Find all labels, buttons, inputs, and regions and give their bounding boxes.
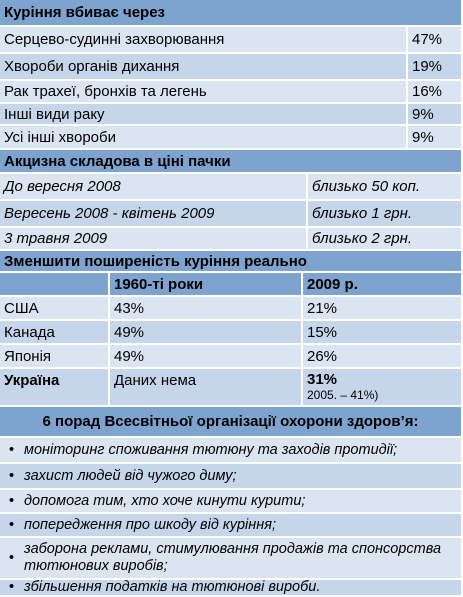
header-empty — [0, 273, 110, 297]
excise-amount: близько 50 коп. — [308, 174, 463, 201]
cause: Рак трахеї, бронхів та легень — [0, 81, 408, 104]
country: США — [0, 297, 110, 321]
excise-amount: близько 1 грн. — [308, 201, 463, 228]
note: 2005. – 41%) — [307, 388, 379, 402]
cause: Інші види раку — [0, 104, 408, 126]
column-header: 1960-ті роки — [110, 273, 303, 297]
cause: Серцево-судинні захворювання — [0, 27, 408, 54]
excise-amount: близько 2 грн. — [308, 228, 463, 251]
value-1960: 43% — [110, 297, 303, 321]
share: 9% — [408, 126, 463, 150]
advice-item: збільшення податків на тютюнові вироби. — [0, 579, 463, 597]
period: До вересня 2008 — [0, 174, 308, 201]
share: 47% — [408, 27, 463, 54]
country: Японія — [0, 345, 110, 369]
share: 9% — [408, 104, 463, 126]
cause: Усі інші хвороби — [0, 126, 408, 150]
country: Україна — [0, 369, 110, 407]
advice-item: захист людей від чужого диму; — [0, 464, 463, 490]
column-header: 2009 р. — [303, 273, 463, 297]
value: 31% — [307, 371, 338, 388]
section-title: 6 порад Всесвітньої організації охорони … — [0, 407, 463, 438]
period: Вересень 2008 - квітень 2009 — [0, 201, 308, 228]
value-2009: 15% — [303, 321, 463, 345]
value-1960: Даних нема — [110, 369, 303, 407]
section-title: Акцизна складова в ціні пачки — [0, 150, 463, 174]
period: 3 травня 2009 — [0, 228, 308, 251]
value-2009: 31% 2005. – 41%) — [303, 369, 463, 407]
advice-item: заборона реклами, стимулювання продажів … — [0, 538, 463, 580]
section-title: Зменшити поширеність куріння реально — [0, 251, 463, 273]
share: 19% — [408, 54, 463, 81]
section-title: Куріння вбиває через — [0, 0, 463, 27]
advice-item: моніторинг споживання тютюну та заходів … — [0, 438, 463, 464]
value-2009: 21% — [303, 297, 463, 321]
share: 16% — [408, 81, 463, 104]
cause: Хвороби органів дихання — [0, 54, 408, 81]
value-2009: 26% — [303, 345, 463, 369]
value-1960: 49% — [110, 345, 303, 369]
country: Канада — [0, 321, 110, 345]
advice-item: допомога тим, хто хоче кинути курити; — [0, 490, 463, 514]
value-1960: 49% — [110, 321, 303, 345]
advice-item: попередження про шкоду від куріння; — [0, 514, 463, 538]
